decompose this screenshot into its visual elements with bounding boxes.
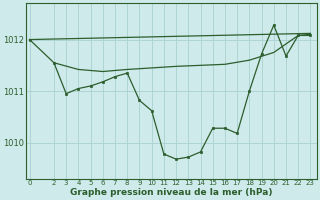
X-axis label: Graphe pression niveau de la mer (hPa): Graphe pression niveau de la mer (hPa): [70, 188, 272, 197]
